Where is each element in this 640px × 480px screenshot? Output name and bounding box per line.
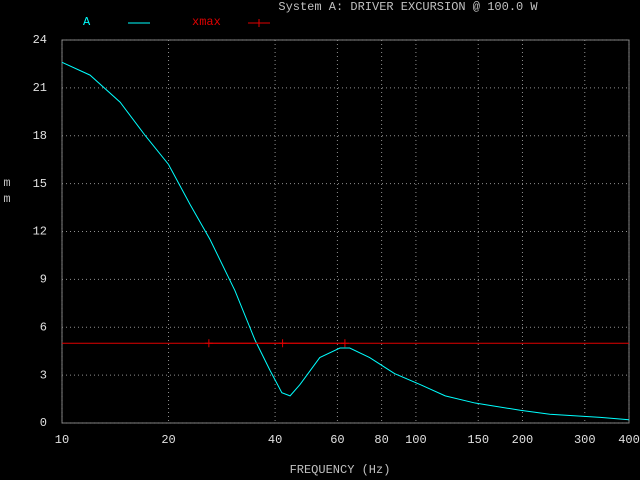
x-tick-label: 100 [405, 433, 427, 447]
legend-label: xmax [192, 15, 221, 29]
xmax-marker [204, 339, 213, 348]
legend-marker [255, 19, 263, 27]
chart-title: System A: DRIVER EXCURSION @ 100.0 W [278, 0, 538, 14]
y-axis-label: mm [0, 176, 14, 208]
y-tick-label: 12 [33, 225, 47, 239]
y-tick-label: 6 [40, 320, 47, 334]
x-tick-label: 10 [55, 433, 69, 447]
x-tick-label: 20 [161, 433, 175, 447]
y-tick-label: 18 [33, 129, 47, 143]
x-tick-label: 200 [512, 433, 534, 447]
x-tick-label: 60 [330, 433, 344, 447]
xmax-marker [278, 339, 287, 348]
y-tick-label: 21 [33, 81, 47, 95]
x-tick-label: 80 [374, 433, 388, 447]
series-line [61, 61, 630, 421]
x-axis-label: FREQUENCY (Hz) [290, 463, 391, 477]
x-tick-label: 40 [268, 433, 282, 447]
y-tick-label: 3 [40, 368, 47, 382]
legend-label: A [83, 15, 91, 29]
x-tick-label: 300 [574, 433, 596, 447]
x-tick-label: 150 [467, 433, 489, 447]
y-tick-label: 24 [33, 33, 47, 47]
x-tick-label: 400 [618, 433, 640, 447]
xmax-marker [340, 339, 349, 348]
y-tick-label: 0 [40, 416, 47, 430]
y-tick-label: 15 [33, 177, 47, 191]
y-tick-label: 9 [40, 273, 47, 287]
